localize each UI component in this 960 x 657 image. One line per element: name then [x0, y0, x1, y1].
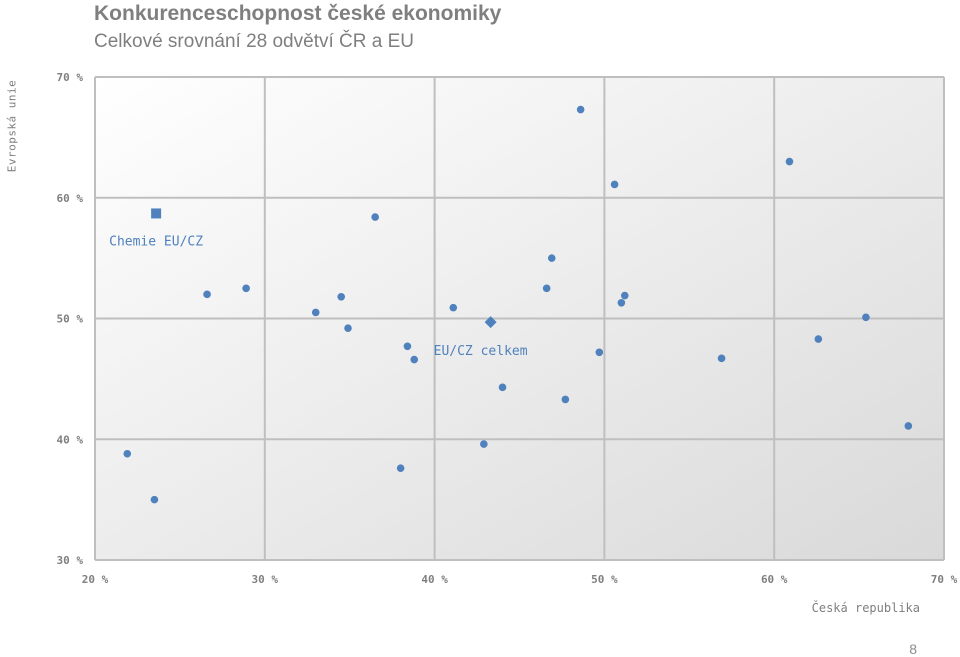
- x-tick-label: 50 %: [591, 573, 618, 586]
- data-point: [904, 422, 913, 430]
- data-points: [123, 105, 913, 504]
- highlight-label: Chemie EU/CZ: [109, 234, 203, 249]
- data-point: [123, 449, 132, 458]
- data-point: [576, 105, 585, 114]
- data-point: [337, 292, 346, 301]
- data-point: [595, 348, 604, 357]
- data-point: [449, 303, 458, 312]
- data-point: [311, 308, 320, 317]
- y-tick-label: 30 %: [57, 554, 84, 567]
- x-tick-label: 70 %: [931, 573, 958, 586]
- x-tick-label: 40 %: [421, 573, 448, 586]
- y-tick-label: 40 %: [57, 433, 84, 446]
- highlight-label: EU/CZ celkem: [434, 344, 528, 359]
- x-tick-label: 20 %: [82, 573, 109, 586]
- data-point: [542, 284, 551, 293]
- x-tick-label: 30 %: [252, 573, 279, 586]
- data-point: [150, 495, 159, 504]
- data-point: [203, 290, 211, 299]
- data-point: [561, 395, 570, 404]
- chart-subtitle: Celkové srovnání 28 odvětví ČR a EU: [94, 31, 414, 52]
- data-point: [617, 299, 626, 307]
- data-point: [344, 324, 352, 332]
- data-point: [498, 383, 507, 392]
- data-point: [410, 355, 419, 364]
- x-tick-label: 60 %: [761, 573, 788, 586]
- data-point: [396, 464, 405, 473]
- data-point: [814, 335, 823, 343]
- data-point: [371, 213, 379, 221]
- data-point: [403, 342, 412, 351]
- data-point: [620, 291, 629, 300]
- data-point: [242, 284, 250, 293]
- gridlines: [94, 76, 945, 561]
- chart-title: Konkurenceschopnost české ekonomiky: [94, 2, 502, 25]
- y-tick-label: 70 %: [57, 71, 84, 84]
- data-point: [610, 180, 619, 189]
- y-tick-label: 50 %: [57, 313, 84, 326]
- x-axis-label: Česká republika: [811, 601, 920, 615]
- tick-labels: 30 % 40 % 50 % 60 % 70 % 20 % 30 % 40 % 50 % 60 %…: [57, 71, 958, 586]
- highlight-points: Chemie EU/CZ EU/CZ celkem: [109, 208, 528, 359]
- highlight-diamond-marker: [484, 316, 497, 329]
- data-point: [862, 313, 870, 322]
- data-point: [480, 440, 488, 448]
- data-point: [785, 157, 794, 166]
- highlight-square-marker: [151, 208, 162, 219]
- y-tick-label: 60 %: [57, 192, 84, 205]
- data-point: [717, 354, 726, 363]
- page-number: 8: [909, 641, 917, 657]
- data-point: [547, 254, 556, 262]
